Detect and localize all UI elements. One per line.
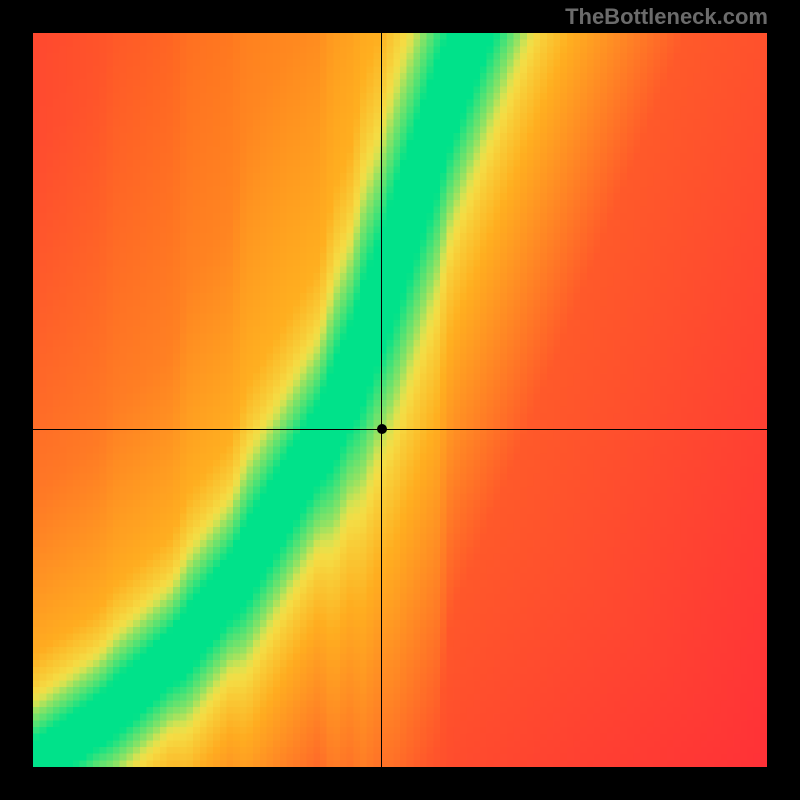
- crosshair-horizontal: [33, 429, 767, 430]
- watermark-text: TheBottleneck.com: [565, 4, 768, 30]
- chart-root: TheBottleneck.com: [0, 0, 800, 800]
- crosshair-vertical: [381, 33, 382, 767]
- bottleneck-heatmap: [33, 33, 767, 767]
- selected-point-marker: [377, 424, 387, 434]
